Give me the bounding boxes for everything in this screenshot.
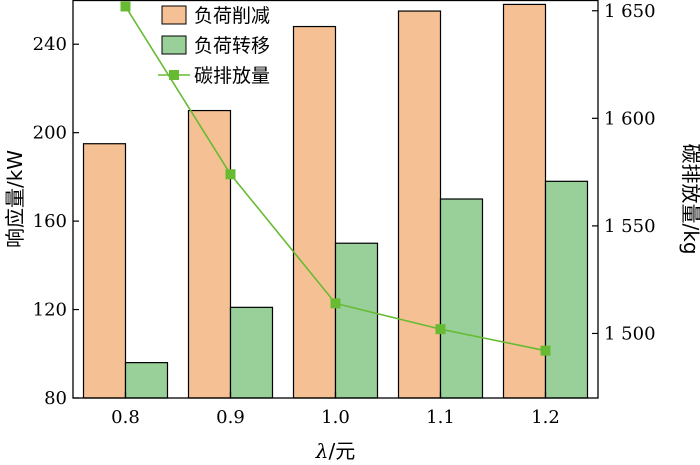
bar-load-reduction-0.8 [82,143,127,399]
carbon-point-0.8 [120,1,131,12]
bar-load-reduction-0.9 [187,109,232,399]
x-axis-title-unit: /元 [328,439,355,463]
legend-label-carbon: 碳排放量 [194,65,270,87]
bar-load-reduction-1.0 [292,25,337,399]
y-axis-title: 响应量/kW [3,150,27,248]
legend-label-load-reduction: 负荷削减 [194,5,270,27]
x-tick-label-1.2: 1.2 [531,407,560,428]
carbon-point-1.0 [330,298,341,309]
bar-load-shift-1.0 [334,242,379,399]
carbon-line-layer [120,1,551,356]
bars-layer [82,3,589,399]
x-tick-label-0.9: 0.9 [216,407,245,428]
legend-label-load-shift: 负荷转移 [194,35,270,57]
y2-tick-label-1650: 1 650 [604,1,656,22]
carbon-point-1.1 [435,324,446,335]
carbon-point-1.2 [540,345,551,356]
y2-tick-label-1500: 1 500 [604,323,656,344]
x-axis: 0.8 0.9 1.0 1.1 1.2 [111,392,560,428]
right-y-axis: 1 500 1 550 1 600 1 650 [592,1,656,344]
y2-axis-title: 碳排放量/kg [679,143,700,254]
x-tick-label-0.8: 0.8 [111,407,140,428]
bar-load-reduction-1.2 [502,3,547,399]
y-tick-label-200: 200 [33,123,67,144]
bar-load-shift-1.1 [439,198,484,399]
y-tick-label-240: 240 [33,34,67,55]
y-tick-label-160: 160 [33,211,67,232]
x-axis-title-symbol: λ [315,439,329,463]
bar-load-shift-0.8 [124,362,169,399]
left-y-axis: 80 120 160 200 240 [33,34,79,409]
legend-marker-carbon [169,70,179,80]
y-tick-label-80: 80 [44,388,67,409]
x-axis-title: λ/元 [315,439,355,463]
bar-load-reduction-1.1 [397,10,442,399]
x-tick-label-1.0: 1.0 [321,407,350,428]
y-tick-label-120: 120 [33,300,67,321]
legend: 负荷削减 负荷转移 碳排放量 [158,5,270,87]
bar-load-shift-0.9 [229,306,274,399]
legend-swatch-load-shift [161,35,187,55]
y2-tick-label-1600: 1 600 [604,108,656,129]
legend-swatch-load-reduction [161,5,187,25]
bar-load-shift-1.2 [544,180,589,399]
carbon-point-0.9 [225,169,236,180]
x-tick-label-1.1: 1.1 [426,407,455,428]
y2-tick-label-1550: 1 550 [604,216,656,237]
